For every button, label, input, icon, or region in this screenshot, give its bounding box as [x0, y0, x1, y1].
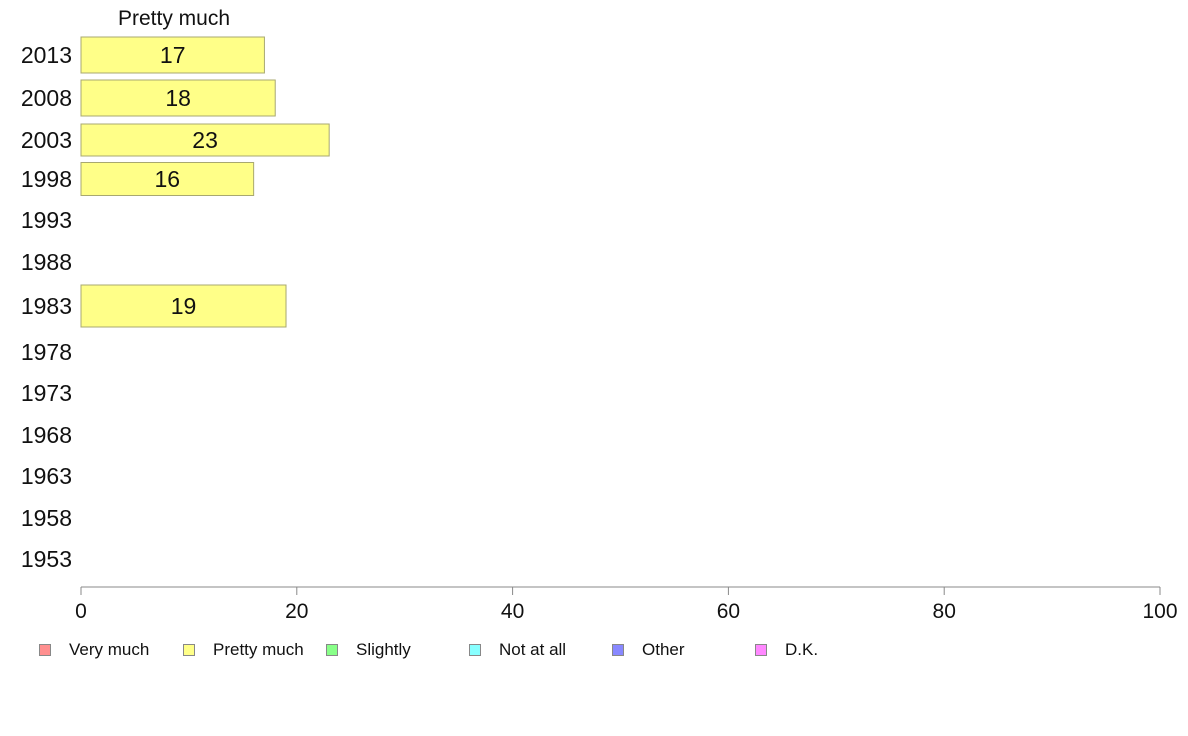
y-tick-label-1963: 1963 [21, 463, 72, 489]
bar-2008 [80, 79, 276, 117]
bar-value-label-2003: 23 [192, 127, 218, 153]
bar-value-label-2008: 18 [165, 85, 191, 111]
y-tick-label-1988: 1988 [21, 249, 72, 275]
legend-label: Other [642, 640, 685, 659]
legend-item: Other [612, 638, 685, 662]
x-tick-label-0: 0 [75, 600, 87, 623]
legend-label: Pretty much [213, 640, 304, 659]
bar-value-label-1998: 16 [155, 166, 181, 192]
legend: Very much Pretty much Slightly Not at all Ot… [0, 638, 1188, 662]
x-tick-label-80: 80 [933, 600, 956, 623]
y-tick-label-1968: 1968 [21, 422, 72, 448]
legend-label: Slightly [356, 640, 411, 659]
legend-item: D.K. [755, 638, 818, 662]
legend-swatch [612, 644, 624, 656]
x-tick-label-20: 20 [285, 600, 308, 623]
legend-item: Not at all [469, 638, 566, 662]
x-axis: 0 20 40 60 80 100 [75, 586, 1178, 623]
y-tick-label-1958: 1958 [21, 505, 72, 531]
bar-2003 [80, 123, 330, 157]
legend-item: Slightly [326, 638, 411, 662]
legend-label: Very much [69, 640, 150, 659]
legend-swatch [183, 644, 195, 656]
y-tick-label-1978: 1978 [21, 339, 72, 365]
legend-swatch [39, 644, 51, 656]
y-tick-label-1983: 1983 [21, 293, 72, 319]
y-tick-label-1998: 1998 [21, 166, 72, 192]
x-tick-label-40: 40 [501, 600, 524, 623]
bar-value-label-2013: 17 [160, 42, 186, 68]
y-tick-label-2003: 2003 [21, 127, 72, 153]
y-tick-label-1953: 1953 [21, 546, 72, 572]
bar-1983 [80, 284, 287, 328]
legend-swatch [755, 644, 767, 656]
bar-1998 [80, 162, 255, 196]
x-tick-label-60: 60 [717, 600, 740, 623]
legend-item: Pretty much [183, 638, 304, 662]
bar-value-label-1983: 19 [171, 293, 197, 319]
legend-label: D.K. [785, 640, 819, 659]
y-tick-label-1993: 1993 [21, 207, 72, 233]
legend-swatch [326, 644, 338, 656]
legend-label: Not at all [499, 640, 567, 659]
legend-item: Very much [39, 638, 149, 662]
series-title: Pretty much [118, 7, 230, 30]
y-axis-labels: 2013 2008 2003 1998 1993 1988 1983 1978 1973 1968… [21, 42, 72, 572]
legend-swatch [469, 644, 481, 656]
x-tick-label-100: 100 [1142, 600, 1177, 623]
bar-2013 [80, 36, 265, 74]
y-tick-label-2013: 2013 [21, 42, 72, 68]
y-tick-label-1973: 1973 [21, 380, 72, 406]
y-tick-label-2008: 2008 [21, 85, 72, 111]
